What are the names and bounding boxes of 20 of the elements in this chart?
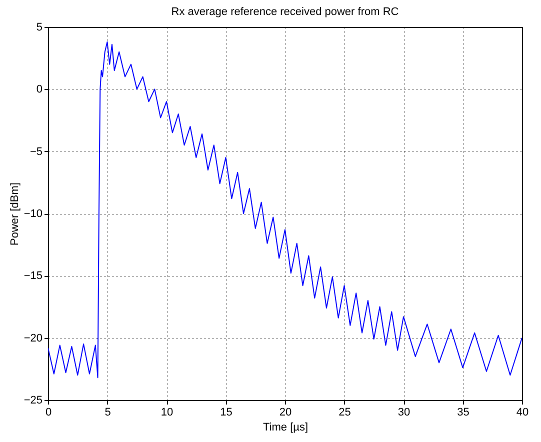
x-tick-label: 40	[516, 406, 529, 418]
y-tick-label: 5	[36, 22, 42, 34]
y-tick-label: −25	[24, 394, 42, 406]
y-tick-label: −5	[30, 146, 42, 158]
line-series	[48, 41, 522, 378]
x-tick-label: 0	[45, 406, 52, 418]
x-tick-label: 30	[398, 406, 410, 418]
x-tick-label: 35	[457, 406, 470, 418]
chart-title: Rx average reference received power from RC	[171, 6, 399, 18]
x-tick-label: 15	[220, 406, 232, 418]
x-tick-label: 10	[160, 406, 174, 418]
y-tick-label: 0	[36, 84, 42, 96]
x-axis-title: Time [µs]	[262, 422, 308, 434]
y-tick-label: −10	[24, 208, 42, 220]
x-tick-label: 25	[338, 406, 351, 418]
y-axis-title: Power [dBm]	[8, 182, 21, 246]
x-tick-label: 20	[279, 406, 292, 418]
y-tick-label: −15	[24, 270, 42, 282]
y-tick-label: −20	[24, 332, 42, 344]
x-tick-label: 5	[104, 406, 111, 418]
